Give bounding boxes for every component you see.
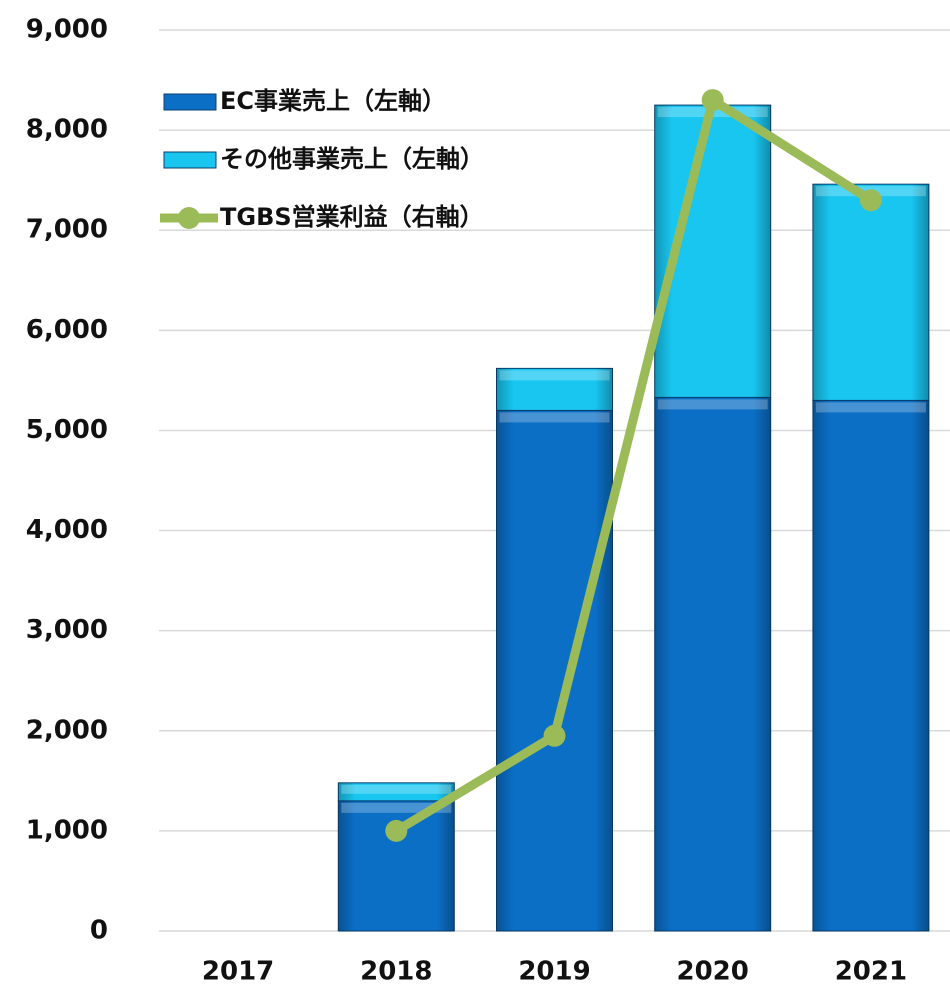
bar-bevel [815, 402, 926, 413]
bar-shade [496, 368, 613, 411]
x-tick-label: 2021 [835, 957, 907, 987]
y-tick-label: 6,000 [26, 315, 108, 345]
line [393, 95, 874, 835]
y-tick-label: 3,000 [26, 615, 108, 645]
bar-shade [338, 782, 455, 801]
x-tick-label: 2018 [360, 957, 432, 987]
legend-swatch [163, 93, 217, 111]
x-tick-label: 2020 [677, 957, 749, 987]
legend-label: TGBS営業利益（右軸） [220, 203, 484, 231]
y-tick-label: 7,000 [26, 215, 108, 245]
line-marker [701, 89, 724, 112]
bar-bevel [341, 784, 452, 794]
y-tick-label: 5,000 [26, 415, 108, 445]
x-tick-label: 2017 [202, 957, 274, 987]
bar-shade [496, 410, 613, 931]
legend-label: その他事業売上（左軸） [220, 145, 484, 173]
line-marker [543, 724, 566, 747]
x-tick-label: 2019 [518, 957, 590, 987]
y-tick-label: 2,000 [26, 715, 108, 745]
bar-shade [654, 397, 771, 931]
bar-shade [812, 400, 929, 931]
y-tick-label: 8,000 [26, 115, 108, 145]
bar-bevel [499, 412, 610, 423]
y-tick-label: 1,000 [26, 815, 108, 845]
legend-swatch-marker [178, 207, 200, 229]
legend-label: EC事業売上（左軸） [220, 87, 446, 115]
line-marker [859, 189, 882, 212]
bar-bevel [341, 802, 452, 813]
y-tick-label: 9,000 [26, 15, 108, 45]
bar-bevel [657, 399, 768, 410]
line-marker [385, 819, 408, 842]
bar-shade [812, 184, 929, 401]
y-tick-label: 4,000 [26, 515, 108, 545]
y-tick-label: 0 [90, 916, 108, 946]
bar-bevel [499, 370, 610, 381]
legend-swatch [163, 151, 217, 169]
